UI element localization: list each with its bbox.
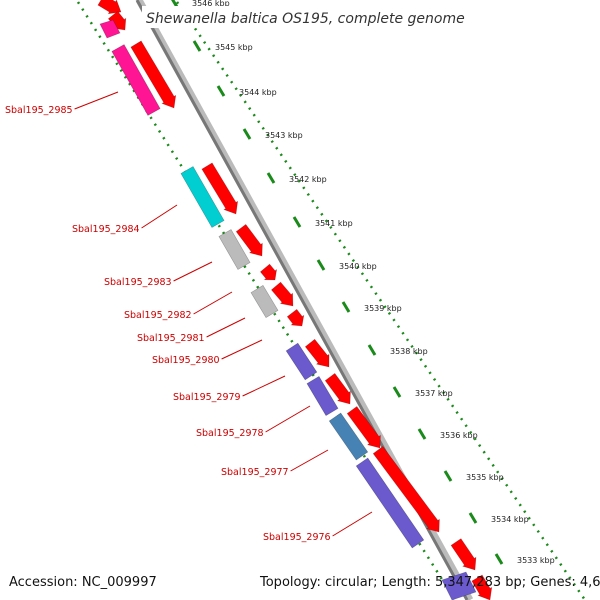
title-backdrop	[142, 6, 432, 28]
cds-arrow	[450, 538, 477, 571]
kbp-tick	[192, 40, 202, 52]
kbp-tick	[468, 512, 478, 524]
gene-label: Sbal195_2979	[173, 392, 241, 403]
kbp-tick	[316, 259, 326, 271]
kbp-tick-label: 3536 kbp	[440, 431, 478, 440]
gene-label-leader	[173, 261, 213, 282]
gene-label-leader	[242, 375, 286, 397]
kbp-tick	[171, 0, 179, 8]
cds-features	[97, 0, 493, 600]
cds-arrow	[271, 281, 294, 307]
kbp-tick	[341, 301, 351, 313]
gene-block	[111, 44, 161, 116]
gene-label: Sbal195_2985	[5, 105, 73, 116]
map-title: Shewanella baltica OS195, complete genom…	[146, 11, 465, 27]
kbp-tick-label: 3544 kbp	[239, 88, 277, 97]
kbp-tick-label: 3533 kbp	[517, 556, 555, 565]
gene-label: Sbal195_2976	[263, 532, 331, 543]
gene-block	[99, 19, 121, 39]
kbp-ticks: 3546 kbp 3545 kbp 3544 kbp 3543 kbp 3542 kbp…	[171, 0, 555, 565]
gene-block	[285, 342, 318, 381]
gene-block	[306, 376, 339, 416]
cds-arrow	[259, 263, 278, 281]
topology-label: Topology: circular; Length: 5,347,283 bp…	[259, 575, 600, 590]
gene-block	[250, 284, 279, 319]
cds-arrow	[97, 0, 122, 15]
gene-label-leader	[265, 405, 311, 433]
kbp-tick	[392, 386, 402, 398]
kbp-tick	[443, 470, 453, 482]
kbp-tick	[242, 128, 252, 140]
kbp-tick-label: 3537 kbp	[415, 389, 453, 398]
kbp-tick-label: 3539 kbp	[364, 304, 402, 313]
gene-block	[180, 166, 225, 228]
kbp-tick-label: 3538 kbp	[390, 347, 428, 356]
gene-block	[218, 229, 251, 270]
kbp-tick-label: 3540 kbp	[339, 262, 377, 271]
kbp-tick-label: 3543 kbp	[265, 131, 303, 140]
gene-label-leader	[141, 204, 178, 229]
outer-ruler-line	[175, 1, 587, 600]
cds-arrow	[324, 373, 351, 405]
cds-arrow	[304, 338, 330, 368]
gene-label-leader	[206, 317, 246, 338]
gene-label-leader	[290, 449, 329, 472]
accession-label: Accession: NC_009997	[9, 575, 157, 590]
gene-label: Sbal195_2984	[72, 224, 140, 235]
cds-arrow	[471, 574, 493, 600]
kbp-tick-label: 3542 kbp	[289, 175, 327, 184]
gene-block	[328, 412, 369, 461]
kbp-tick	[417, 428, 427, 440]
kbp-tick	[216, 85, 226, 97]
gene-label-leader	[332, 511, 373, 537]
gene-label: Sbal195_2981	[137, 333, 205, 344]
gene-label-leader	[193, 291, 233, 315]
cds-arrow	[235, 223, 263, 257]
gene-block	[441, 571, 477, 600]
gene-label: Sbal195_2983	[104, 277, 172, 288]
kbp-tick	[367, 344, 377, 356]
gene-label: Sbal195_2982	[124, 310, 192, 321]
gene-label: Sbal195_2978	[196, 428, 264, 439]
kbp-tick	[494, 553, 504, 565]
cds-arrow	[201, 162, 239, 215]
gene-label-leader	[74, 91, 119, 110]
kbp-tick-label: 3546 kbp	[192, 0, 230, 8]
cds-arrow	[130, 40, 177, 109]
kbp-tick-label: 3534 kbp	[491, 515, 529, 524]
kbp-tick-label: 3545 kbp	[215, 43, 253, 52]
cds-arrow	[372, 445, 440, 533]
gene-label: Sbal195_2977	[221, 467, 289, 478]
kbp-tick-label: 3535 kbp	[466, 473, 504, 482]
cds-arrow	[286, 308, 305, 327]
gene-block	[355, 457, 425, 549]
gene-features: Sbal195_2985 Sbal195_2984 Sbal195_2983 Sbal…	[5, 19, 477, 600]
kbp-tick	[292, 216, 302, 228]
gene-label-leader	[221, 339, 263, 360]
kbp-tick-label: 3541 kbp	[315, 219, 353, 228]
gene-label: Sbal195_2980	[152, 355, 220, 366]
kbp-tick	[266, 172, 276, 184]
cds-arrow	[346, 406, 381, 449]
